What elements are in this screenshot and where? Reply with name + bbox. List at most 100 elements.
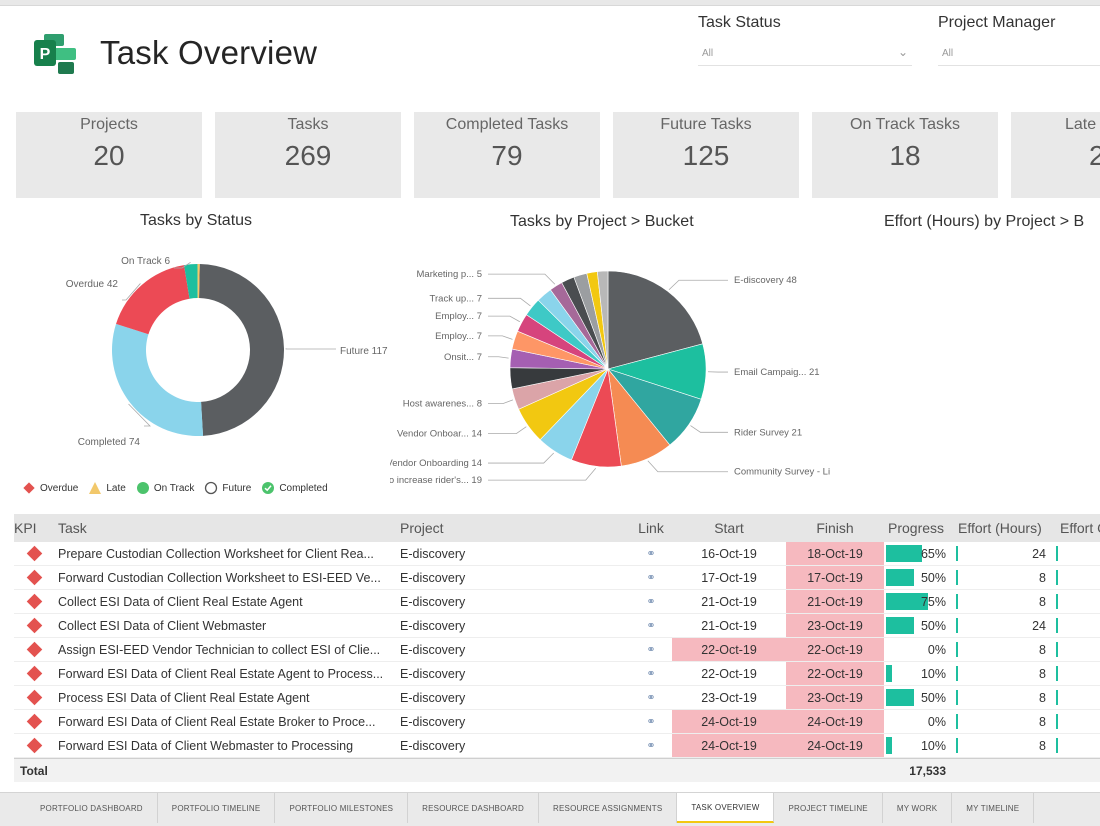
kpi-card-tasks[interactable]: Tasks 269 [215, 112, 401, 198]
donut-slice[interactable] [184, 264, 198, 299]
link-icon[interactable]: ⚭ [646, 716, 656, 728]
col-header-effort[interactable]: Effort (Hours) [958, 520, 1042, 536]
col-header-project[interactable]: Project [400, 520, 444, 536]
tab-portfolio-milestones[interactable]: PORTFOLIO MILESTONES [275, 793, 409, 823]
task-cell[interactable]: Forward ESI Data of Client Real Estate B… [58, 714, 376, 729]
treemap-cell[interactable]: Rider sur... 1K [957, 238, 1022, 356]
project-manager-value: All [942, 48, 954, 59]
table-row[interactable]: Assign ESI-EED Vendor Technician to coll… [14, 638, 1100, 662]
task-cell[interactable]: Forward Custodian Collection Worksheet t… [58, 570, 381, 585]
legend-item-completed[interactable]: Completed [261, 481, 328, 495]
table-row[interactable]: Forward ESI Data of Client Webmaster to … [14, 734, 1100, 758]
pie-slice[interactable] [607, 270, 704, 370]
tab-portfolio-dashboard[interactable]: PORTFOLIO DASHBOARD [26, 793, 158, 823]
legend-item-future[interactable]: Future [204, 481, 251, 495]
col-header-start[interactable]: Start [714, 520, 744, 536]
task-cell[interactable]: Collect ESI Data of Client Real Estate A… [58, 594, 303, 609]
card-label: Completed Tasks [445, 116, 569, 133]
link-icon[interactable]: ⚭ [646, 548, 656, 560]
link-icon[interactable]: ⚭ [646, 692, 656, 704]
table-row[interactable]: Forward ESI Data of Client Real Estate B… [14, 710, 1100, 734]
kpi-card-late[interactable]: Late 2 [1011, 112, 1100, 198]
effort-cell: 8 [954, 590, 1054, 613]
tab-task-overview[interactable]: TASK OVERVIEW [677, 793, 775, 823]
table-row[interactable]: Collect ESI Data of Client Webmaster E-di… [14, 614, 1100, 638]
treemap-cell[interactable]: Email... 1K [1060, 356, 1100, 436]
treemap-cell[interactable]: Traffic flow ma... 1K [957, 356, 1060, 416]
task-status-filter[interactable]: Task Status All ⌄ [698, 14, 912, 66]
treemap-cell[interactable]: Employ... 1K [1022, 238, 1082, 356]
donut-slice[interactable] [197, 264, 200, 299]
pie-slice-label: Onsit... 7 [444, 352, 482, 363]
task-cell[interactable]: Forward ESI Data of Client Webmaster to … [58, 738, 354, 753]
treemap-cell[interactable]: Email campaign... [957, 460, 1060, 498]
circle-icon [136, 482, 149, 494]
link-icon[interactable]: ⚭ [646, 740, 656, 752]
tasks-by-status-donut[interactable]: Future 117 Completed 74 Overdue 42 On Track… [30, 238, 390, 458]
col-header-kpi[interactable]: KPI [14, 520, 37, 536]
task-cell[interactable]: Forward ESI Data of Client Real Estate A… [58, 666, 384, 681]
pie-slice-label: Host awarenes... 8 [403, 399, 482, 410]
col-header-link[interactable]: Link [638, 520, 664, 536]
legend-item-on-track[interactable]: On Track [136, 481, 194, 495]
legend-item-overdue[interactable]: Overdue [22, 481, 78, 495]
project-manager-dropdown[interactable]: All [938, 44, 1100, 66]
treemap-cell[interactable]: Comm... [1060, 436, 1100, 468]
task-cell[interactable]: Prepare Custodian Collection Worksheet f… [58, 546, 374, 561]
kpi-card-on-track-tasks[interactable]: On Track Tasks 18 [812, 112, 998, 198]
kpi-card-completed-tasks[interactable]: Completed Tasks 79 [414, 112, 600, 198]
chevron-down-icon[interactable]: ⌄ [897, 45, 908, 59]
table-row[interactable]: Process ESI Data of Client Real Estate A… [14, 686, 1100, 710]
finish-cell: 21-Oct-19 [786, 590, 884, 613]
tab-project-timeline[interactable]: PROJECT TIMELINE [774, 793, 883, 823]
link-icon[interactable]: ⚭ [646, 572, 656, 584]
col-header-effort-complete[interactable]: Effort Co [1060, 520, 1100, 536]
kpi-card-projects[interactable]: Projects 20 [16, 112, 202, 198]
treemap-cell[interactable]: Develop train sc... [957, 416, 1060, 460]
col-header-progress[interactable]: Progress [888, 520, 945, 536]
task-cell[interactable]: Collect ESI Data of Client Webmaster [58, 618, 267, 633]
task-cell[interactable]: Assign ESI-EED Vendor Technician to coll… [58, 642, 381, 657]
col-header-finish[interactable]: Finish [816, 520, 854, 536]
legend-item-late[interactable]: Late [88, 481, 126, 495]
treemap-cell[interactable]: Track upgrades (rid... 2K [832, 238, 957, 350]
start-cell: 22-Oct-19 [701, 666, 757, 681]
project-manager-filter[interactable]: Project Manager All [938, 14, 1100, 66]
effort-value: 8 [1039, 714, 1046, 729]
table-row[interactable]: Prepare Custodian Collection Worksheet f… [14, 542, 1100, 566]
kpi-card-future-tasks[interactable]: Future Tasks 125 [613, 112, 799, 198]
tasks-by-project-pie[interactable]: E-discovery 48 Email Campaig... 21 Rider S… [390, 238, 830, 500]
effort-treemap[interactable]: Track upgrades (rid... 2K Vendor Onboard… [832, 238, 1100, 498]
status-legend: Overdue Late On Track Future Completed [22, 481, 328, 495]
progress-bar [886, 689, 914, 706]
donut-slice[interactable] [199, 264, 285, 436]
col-header-task[interactable]: Task [58, 520, 87, 536]
pie-slice-label: Marketing p... 5 [417, 269, 482, 280]
treemap-cell[interactable]: Vendor Onboarding 2K [832, 432, 957, 498]
tab-my-timeline[interactable]: MY TIMELINE [952, 793, 1035, 823]
project-cell: E-discovery [400, 666, 466, 681]
table-row[interactable]: Forward ESI Data of Client Real Estate A… [14, 662, 1100, 686]
link-icon[interactable]: ⚭ [646, 668, 656, 680]
tab-resource-dashboard[interactable]: RESOURCE DASHBOARD [408, 793, 540, 823]
treemap-cell[interactable]: Vendor Onboarding 2K [832, 350, 957, 432]
tab-portfolio-timeline[interactable]: PORTFOLIO TIMELINE [158, 793, 276, 823]
table-row[interactable]: Collect ESI Data of Client Real Estate A… [14, 590, 1100, 614]
donut-slice[interactable] [111, 323, 204, 436]
link-icon[interactable]: ⚭ [646, 644, 656, 656]
table-row[interactable]: Forward Custodian Collection Worksheet t… [14, 566, 1100, 590]
treemap-cell[interactable]: E-disc... [1060, 468, 1100, 498]
task-status-dropdown[interactable]: All ⌄ [698, 44, 912, 66]
pie-slice-label: E-discovery 48 [734, 275, 797, 286]
tab-resource-assignments[interactable]: RESOURCE ASSIGNMENTS [539, 793, 678, 823]
pie-slice[interactable] [596, 270, 609, 370]
link-icon[interactable]: ⚭ [646, 596, 656, 608]
progress-cell: 10% [884, 734, 954, 757]
effort-bar [956, 642, 958, 657]
link-icon[interactable]: ⚭ [646, 620, 656, 632]
donut-slice[interactable] [116, 265, 190, 335]
tab-my-work[interactable]: MY WORK [883, 793, 953, 823]
task-cell[interactable]: Process ESI Data of Client Real Estate A… [58, 690, 310, 705]
effort-cell: 8 [954, 566, 1054, 589]
treemap-cell[interactable]: Ra... 1K [1082, 238, 1100, 356]
